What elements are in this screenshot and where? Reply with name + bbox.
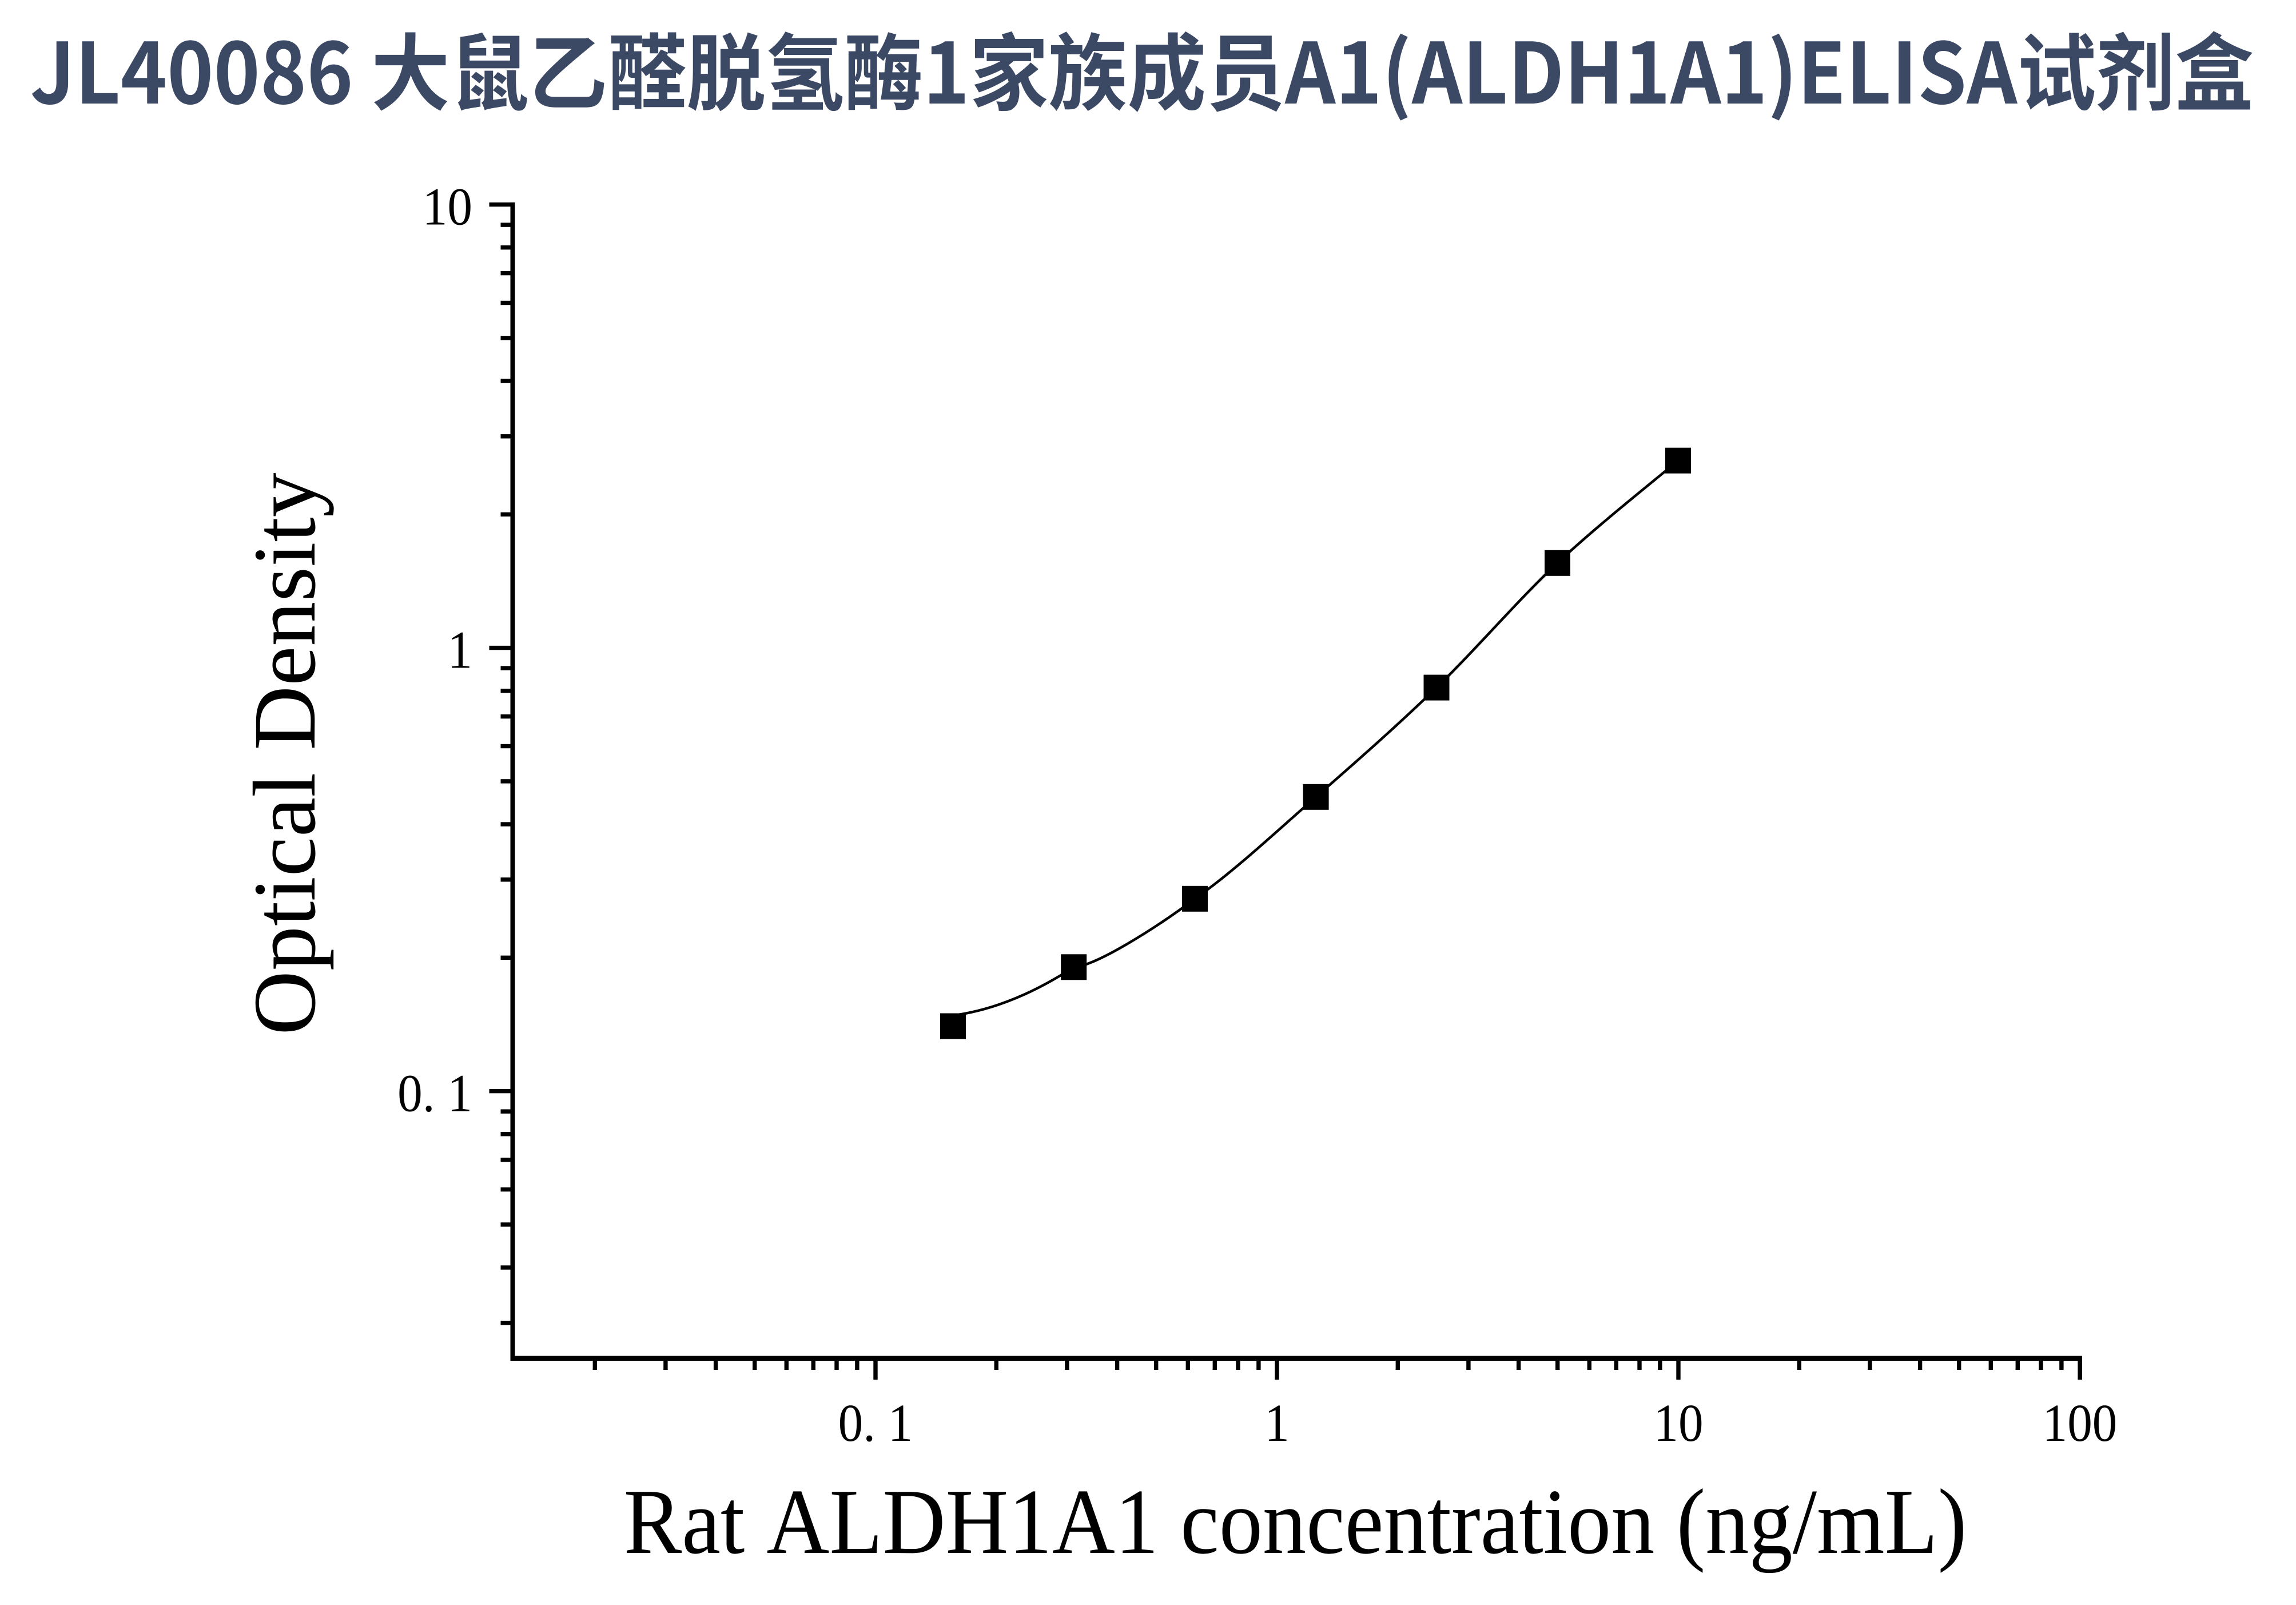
- svg-text:100: 100: [2043, 1393, 2118, 1452]
- svg-text:10: 10: [1653, 1393, 1703, 1452]
- svg-text:Rat ALDH1A1 concentration (ng/: Rat ALDH1A1 concentration (ng/mL): [624, 1470, 1967, 1574]
- svg-text:0. 1: 0. 1: [838, 1393, 913, 1452]
- svg-text:1: 1: [447, 621, 472, 680]
- svg-text:0. 1: 0. 1: [397, 1064, 472, 1123]
- svg-text:10: 10: [423, 177, 472, 236]
- svg-text:Optical Density: Optical Density: [235, 472, 334, 1035]
- svg-text:1: 1: [1264, 1393, 1290, 1452]
